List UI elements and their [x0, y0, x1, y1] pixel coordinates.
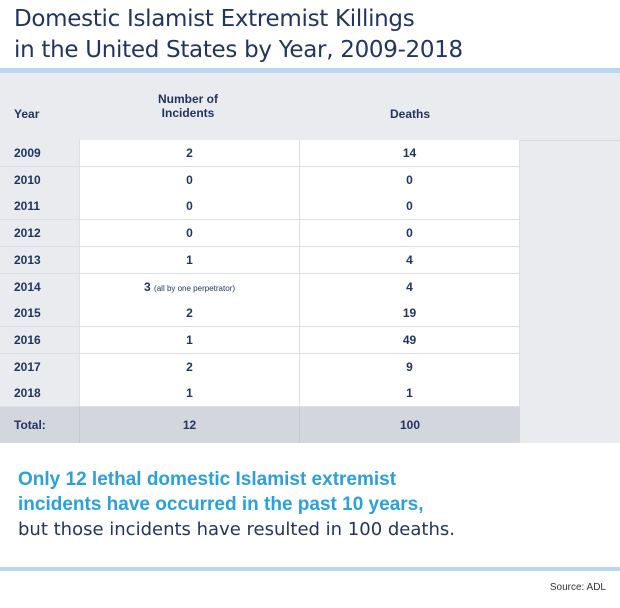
cell-incidents: 3 (all by one perpetrator) [80, 273, 300, 300]
cell-year: 2012 [0, 220, 80, 247]
table-row: 2012 0 0 [0, 220, 520, 248]
cell-year: 2014 [0, 273, 80, 300]
cell-deaths: 4 [300, 246, 520, 273]
cell-deaths: 4 [300, 273, 520, 300]
cell-incidents: 2 [80, 140, 300, 166]
cell-year: 2009 [0, 140, 80, 166]
table-row: 2016 1 49 [0, 326, 520, 354]
table-header: Year Number of Incidents Deaths [0, 73, 620, 141]
incidents-value: 0 [186, 199, 193, 214]
incidents-value: 1 [186, 386, 193, 401]
table-row: 2014 3 (all by one perpetrator) 4 [0, 273, 520, 301]
chart-title: Domestic Islamist Extremist Killings in … [14, 4, 614, 66]
cell-incidents: 2 [80, 353, 300, 380]
incidents-value: 3 [144, 279, 151, 294]
incidents-value: 2 [186, 146, 193, 160]
header-incidents-line-1: Number of [158, 92, 218, 106]
cell-deaths: 1 [300, 380, 520, 407]
cell-incidents: 0 [80, 166, 300, 193]
table-row: 2018 1 1 [0, 380, 520, 408]
title-line-2: in the United States by Year, 2009-2018 [14, 37, 463, 63]
total-deaths: 100 [399, 418, 421, 432]
header-deaths: Deaths [389, 107, 430, 121]
cell-incidents: 1 [80, 380, 300, 407]
total-label: Total: [0, 407, 80, 443]
top-divider [0, 68, 620, 73]
cell-deaths: 19 [300, 300, 520, 327]
table-row: 2009 2 14 [0, 140, 520, 167]
cell-deaths: 0 [300, 220, 520, 247]
cell-deaths: 0 [300, 193, 520, 220]
cell-year: 2011 [0, 193, 80, 220]
header-incidents: Number of Incidents [80, 92, 296, 120]
cell-year: 2018 [0, 380, 80, 407]
total-row: Total: 12 100 [0, 407, 520, 443]
incidents-value: 2 [186, 359, 193, 374]
incidents-value: 0 [186, 226, 193, 241]
incidents-value: 0 [186, 172, 193, 187]
cell-incidents: 0 [80, 193, 300, 220]
bottom-divider [0, 567, 620, 571]
cell-deaths: 14 [300, 140, 520, 166]
header-incidents-line-2: Incidents [161, 106, 215, 120]
cell-incidents: 2 [80, 300, 300, 327]
source-credit: Source: ADL [549, 582, 606, 593]
data-table: Year Number of Incidents Deaths 2009 2 14 2… [0, 73, 620, 443]
cell-year: 2013 [0, 246, 80, 273]
summary-rest: but those incidents have resulted in 100… [18, 519, 455, 540]
table-row: 2017 2 9 [0, 353, 520, 381]
table-row: 2015 2 19 [0, 300, 520, 328]
cell-year: 2017 [0, 353, 80, 380]
cell-year: 2015 [0, 300, 80, 327]
incidents-value: 1 [186, 252, 193, 267]
table-row: 2013 1 4 [0, 246, 520, 274]
table-row: 2011 0 0 [0, 193, 520, 221]
summary-text: Only 12 lethal domestic Islamist extremi… [18, 467, 608, 542]
cell-year: 2010 [0, 166, 80, 193]
incidents-note: (all by one perpetrator) [154, 283, 235, 293]
title-line-1: Domestic Islamist Extremist Killings [14, 6, 415, 32]
summary-highlight-line-1: Only 12 lethal domestic Islamist extremi… [18, 469, 397, 490]
cell-deaths: 49 [300, 326, 520, 353]
incidents-value: 2 [186, 306, 193, 321]
summary-highlight-line-2: incidents have occurred in the past 10 y… [18, 494, 424, 515]
cell-incidents: 1 [80, 326, 300, 353]
cell-year: 2016 [0, 326, 80, 353]
table-row: 2010 0 0 [0, 166, 520, 194]
total-incidents: 12 [80, 407, 300, 443]
cell-incidents: 0 [80, 220, 300, 247]
incidents-value: 1 [186, 332, 193, 347]
header-year: Year [14, 107, 40, 121]
cell-deaths: 9 [300, 353, 520, 380]
cell-incidents: 1 [80, 246, 300, 273]
cell-deaths: 0 [300, 166, 520, 193]
